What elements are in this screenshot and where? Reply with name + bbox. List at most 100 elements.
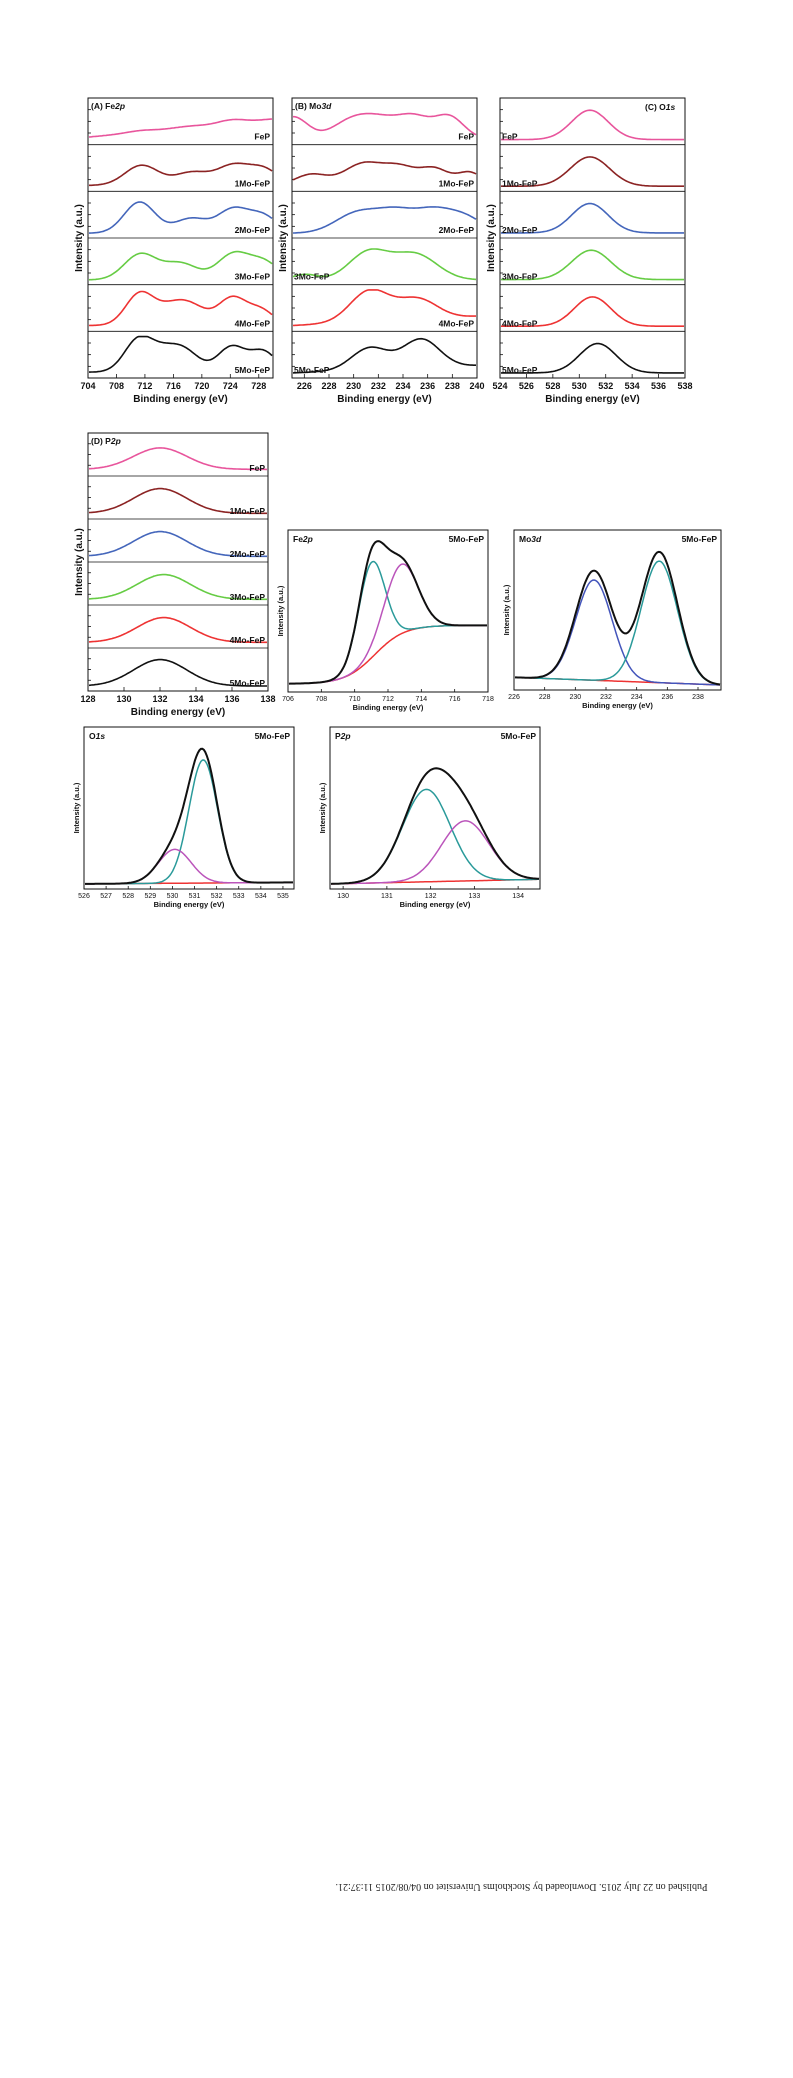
- strip-label: FeP: [254, 132, 270, 142]
- strip-label: 4Mo-FeP: [235, 318, 271, 328]
- panel-frame: [287, 529, 489, 693]
- x-tick-label: 230: [569, 694, 581, 701]
- x-tick-label: 706: [282, 696, 294, 703]
- x-tick-label: 532: [598, 381, 613, 391]
- panel-e: Fe2p 5Mo-FeP 706 708 710 712 714 716 718 Binding …: [276, 529, 494, 712]
- spectrum-fep: [89, 447, 267, 471]
- spectrum-4mo-fep: [292, 289, 476, 327]
- x-tick-label: 716: [449, 696, 461, 703]
- strip-label: 5Mo-FeP: [235, 365, 271, 375]
- x-tick-label: 720: [194, 381, 209, 391]
- spectrum-2mo-fep: [293, 206, 477, 234]
- x-tick-label: 238: [445, 381, 460, 391]
- fit-curve: [515, 579, 721, 686]
- xps-figure: FeP 1Mo-FeP 2Mo-FeP 3Mo-FeP 4Mo-FeP 5Mo-FeP (A…: [72, 97, 722, 909]
- spectrum-1mo-fep: [88, 487, 267, 515]
- x-tick-label: 133: [469, 893, 481, 900]
- panel-title: O1s: [89, 731, 105, 741]
- panel-frame: [513, 529, 722, 691]
- spectrum-4mo-fep: [88, 290, 273, 327]
- x-tick-label: 530: [167, 893, 179, 900]
- y-axis-title: Intensity (a.u.): [74, 528, 85, 596]
- x-axis-title: Binding energy (eV): [353, 703, 424, 712]
- x-tick-label: 236: [420, 381, 435, 391]
- x-tick-label: 234: [631, 694, 643, 701]
- strip-label: 2Mo-FeP: [230, 549, 266, 559]
- y-axis-title: Intensity (a.u.): [486, 204, 497, 272]
- panel-title: P2p: [335, 731, 351, 741]
- x-tick-label: 534: [625, 381, 640, 391]
- x-tick-label: 134: [512, 893, 524, 900]
- x-tick-label: 132: [425, 893, 437, 900]
- x-tick-label: 533: [233, 893, 245, 900]
- x-tick-label: 714: [415, 696, 427, 703]
- strip-label: 4Mo-FeP: [439, 318, 475, 328]
- sample-label: 5Mo-FeP: [501, 731, 537, 741]
- side-note-text: Published on 22 July 2015. Downloaded by…: [335, 1881, 708, 1892]
- x-tick-label: 724: [223, 381, 238, 391]
- spectrum-4mo-fep: [501, 296, 684, 327]
- y-axis-title: Intensity (a.u.): [74, 204, 85, 272]
- panel-frame: [83, 726, 295, 890]
- strip-label: 3Mo-FeP: [235, 272, 271, 282]
- spectrum-fep: [501, 109, 684, 141]
- y-axis-title: Intensity (a.u.): [276, 585, 285, 636]
- spectrum-1mo-fep: [292, 161, 477, 181]
- spectrum-1mo-fep: [89, 162, 273, 187]
- strip-label: 4Mo-FeP: [502, 318, 538, 328]
- strip-label: 1Mo-FeP: [439, 178, 475, 188]
- x-axis-title: Binding energy (eV): [133, 394, 227, 405]
- spectrum-5mo-fep: [292, 337, 476, 374]
- x-axis-title: Binding energy (eV): [582, 701, 653, 710]
- x-axis-title: Binding energy (eV): [400, 900, 471, 909]
- panel-title: (D) P2p: [91, 436, 121, 446]
- panel-g: O1s 5Mo-FeP 526 527 528 529 530 531 532 533 534 535…: [72, 726, 295, 909]
- x-tick-label: 230: [346, 381, 361, 391]
- x-tick-label: 228: [321, 381, 336, 391]
- panel-title: (A) Fe2p: [91, 101, 125, 111]
- spectrum-1mo-fep: [501, 156, 684, 187]
- x-tick-label: 532: [211, 893, 223, 900]
- x-tick-label: 130: [337, 893, 349, 900]
- panel-title: Fe2p: [293, 534, 313, 544]
- x-tick-label: 236: [661, 694, 673, 701]
- strip-label: 2Mo-FeP: [235, 225, 271, 235]
- x-tick-label: 712: [137, 381, 152, 391]
- x-tick-label: 132: [152, 694, 167, 704]
- x-tick-label: 536: [651, 381, 666, 391]
- spectrum-5mo-fep: [501, 342, 684, 374]
- panel-b: FeP 1Mo-FeP 2Mo-FeP 3Mo-FeP 4Mo-FeP 5Mo-FeP (B…: [278, 97, 485, 405]
- strip-label: 3Mo-FeP: [502, 272, 538, 282]
- total-curve: [288, 540, 487, 685]
- strip-label: FeP: [458, 132, 474, 142]
- panel-h: P2p 5Mo-FeP 130 131 132 133 134 Binding energy …: [318, 726, 541, 909]
- x-tick-label: 530: [572, 381, 587, 391]
- x-axis-title: Binding energy (eV): [545, 394, 639, 405]
- spectrum-fep: [88, 118, 273, 138]
- panel-title: (C) O1s: [645, 102, 676, 112]
- x-tick-label: 134: [188, 694, 203, 704]
- strip-label: FeP: [249, 463, 265, 473]
- panel-f: Mo3d 5Mo-FeP 226 228 230 232 234 236 238 Binding …: [502, 529, 722, 710]
- x-tick-label: 712: [382, 696, 394, 703]
- x-tick-label: 238: [692, 694, 704, 701]
- x-tick-label: 538: [677, 381, 692, 391]
- strip-label: 1Mo-FeP: [235, 178, 271, 188]
- x-axis-title: Binding energy (eV): [131, 707, 225, 718]
- panel-c: FeP 1Mo-FeP 2Mo-FeP 3Mo-FeP 4Mo-FeP 5Mo-FeP (C…: [486, 97, 693, 405]
- spectrum-3mo-fep: [292, 248, 477, 281]
- fit-curve: [85, 848, 293, 885]
- y-axis-title: Intensity (a.u.): [318, 782, 327, 833]
- strip-label: FeP: [502, 132, 518, 142]
- x-tick-label: 138: [260, 694, 275, 704]
- spectrum-2mo-fep: [501, 202, 684, 234]
- fit-curve: [288, 560, 487, 685]
- x-axis-title: Binding energy (eV): [337, 394, 431, 405]
- x-tick-label: 531: [189, 893, 201, 900]
- strip-label: 2Mo-FeP: [502, 225, 538, 235]
- spectrum-3mo-fep: [88, 250, 273, 281]
- total-curve: [515, 550, 721, 686]
- x-tick-label: 226: [297, 381, 312, 391]
- strip-label: 3Mo-FeP: [230, 592, 266, 602]
- x-tick-label: 128: [80, 694, 95, 704]
